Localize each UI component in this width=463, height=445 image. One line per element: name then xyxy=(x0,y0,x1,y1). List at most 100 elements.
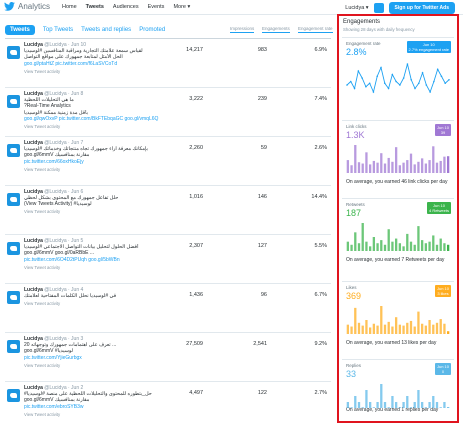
nav-tweets[interactable]: Tweets xyxy=(85,4,104,10)
chart-bar xyxy=(368,402,372,408)
chart-bar xyxy=(357,162,361,173)
account-menu[interactable]: Lucidya ▾ xyxy=(345,5,369,11)
view-tweet-activity-link[interactable]: View Tweet activity xyxy=(24,411,61,417)
chart-bar xyxy=(432,146,435,173)
chart-bar xyxy=(406,233,409,251)
tweet-text-line: الحل الأمثل لمتابعة جمهورك على مواقع الت… xyxy=(24,54,123,61)
data-point xyxy=(429,91,431,93)
tweet-author[interactable]: Lucidya xyxy=(24,238,43,244)
brand-label: Analytics xyxy=(18,2,51,11)
card-label: Engagement rate xyxy=(346,41,381,46)
tweet-author[interactable]: Lucidya xyxy=(24,287,43,293)
tweet-row[interactable]: Lucidya @Lucidya · Jun 3 تعرف على اهتماما… xyxy=(5,332,331,381)
tweet-author[interactable]: Lucidya xyxy=(24,336,43,342)
panel-subtitle: Showing 28 days with daily frequency xyxy=(343,27,415,32)
chart-bar xyxy=(424,407,428,408)
tweet-row[interactable]: Lucidya @Lucidya · Jun 5 أفضل الحلول لتحل… xyxy=(5,234,331,283)
tweet-link[interactable]: goo.gl/ptaHtZ pic.twitter.com/f6LaSVCoTd xyxy=(24,60,118,67)
chart-bar xyxy=(446,156,450,173)
chart-bar xyxy=(417,311,420,334)
nav-home[interactable]: Home xyxy=(62,4,77,10)
chart-bar xyxy=(435,402,439,408)
chart-bar xyxy=(354,307,357,334)
tab-top-tweets[interactable]: Top Tweets xyxy=(42,27,74,33)
tab-promoted[interactable]: Promoted xyxy=(139,27,166,33)
col-engagement-rate[interactable]: Engagement rate xyxy=(298,26,333,33)
tweet-link[interactable]: pic.twitter.com/66oxHkoEjy xyxy=(24,158,84,165)
tweet-row[interactable]: Lucidya @Lucidya · Jun 6 حلل تفاعل جمهورك… xyxy=(5,185,331,234)
chart-bar xyxy=(387,157,390,173)
engagement-card[interactable]: Retweets 187 Jun 10 4 Retweets On average, y… xyxy=(342,198,454,281)
tweet-author[interactable]: Lucidya xyxy=(24,385,43,391)
tweet-row[interactable]: Lucidya @Lucidya · Jun 10 لقياس سمعة علام… xyxy=(5,38,331,87)
card-label: Replies xyxy=(346,363,362,368)
chart-bar xyxy=(439,160,442,173)
tweet-meta: @Lucidya · Jun 4 xyxy=(44,287,84,293)
tweet-meta: @Lucidya · Jun 2 xyxy=(44,385,84,391)
tweet-avatar[interactable] xyxy=(7,95,20,108)
tweet-row[interactable]: Lucidya @Lucidya · Jun 2 #حل_بتطوره للمحت… xyxy=(5,381,331,430)
tweet-link[interactable]: pic.twitter.com/ebroSYB3w xyxy=(24,403,84,410)
nav-events[interactable]: Events xyxy=(147,4,165,10)
tweet-link[interactable]: pic.twitter.com/YjieGurbgx xyxy=(24,354,82,361)
chart-bar xyxy=(424,325,428,334)
tweet-avatar[interactable] xyxy=(7,340,20,353)
chart-bar xyxy=(383,324,387,334)
tweet-author[interactable]: Lucidya xyxy=(24,140,43,146)
tweet-author[interactable]: Lucidya xyxy=(24,189,43,195)
tweet-avatar[interactable] xyxy=(7,389,20,402)
engagement-card[interactable]: Replies 33 Jun 10 0 On average, you earned 1… xyxy=(342,359,454,421)
tweet-link[interactable]: pic.twitter.com/6O4D2tPUqh goo.gl/5bWBn xyxy=(24,256,120,263)
chart-bar xyxy=(417,226,420,251)
tweet-author[interactable]: Lucidya xyxy=(24,42,43,48)
nav-more[interactable]: More ▾ xyxy=(173,4,191,10)
view-tweet-activity-link[interactable]: View Tweet activity xyxy=(24,209,61,215)
tweet-link[interactable]: goo.gl/qwOxvP pic.twitter.com/BkFTEbqaGC… xyxy=(24,116,159,123)
chart-bar xyxy=(394,402,398,408)
col-impressions[interactable]: Impressions xyxy=(230,26,255,33)
tab-tweets-and-replies[interactable]: Tweets and replies xyxy=(81,27,132,33)
engagement-card[interactable]: Likes 369 Jun 10 3 likes On average, you ear… xyxy=(342,281,454,359)
chart-bar xyxy=(398,407,402,408)
tweet-avatar[interactable] xyxy=(7,242,20,255)
card-value: 369 xyxy=(346,291,362,301)
tweet-avatar[interactable] xyxy=(7,291,20,304)
chart-bar xyxy=(406,322,409,334)
signup-ads-button[interactable]: Sign up for Twitter Ads xyxy=(388,2,455,14)
data-point xyxy=(414,87,416,90)
tab-tweets[interactable]: Tweets xyxy=(5,25,35,35)
col-engagements[interactable]: Engagements xyxy=(262,26,290,33)
tweet-avatar[interactable] xyxy=(7,144,20,157)
data-point xyxy=(368,82,371,85)
tweet-row[interactable]: Lucidya @Lucidya · Jun 7 بإمكانك معرفة آر… xyxy=(5,136,331,185)
card-tooltip-badge: Jun 10 3 likes xyxy=(434,285,451,297)
tweet-header: Lucidya @Lucidya · Jun 4 xyxy=(24,287,184,293)
chart-bar xyxy=(439,238,442,251)
tweet-engagement-rate: 7.4% xyxy=(314,96,327,102)
engagement-card[interactable]: Engagement rate 2.8% Jun 10 2.7% engagement… xyxy=(342,37,454,120)
chart-bar xyxy=(380,384,383,408)
engagement-card[interactable]: Link clicks 1.3K Jun 10 39 On average, you e… xyxy=(342,120,454,198)
view-tweet-activity-link[interactable]: View Tweet activity xyxy=(24,166,61,172)
tweet-row[interactable]: Lucidya @Lucidya · Jun 8 ما هي التحليلات … xyxy=(5,87,331,136)
tweet-avatar[interactable] xyxy=(7,193,20,206)
tweet-engagements: 59 xyxy=(260,145,267,151)
chart-bar xyxy=(402,162,405,173)
nav-audiences[interactable]: Audiences xyxy=(112,4,139,10)
tweet-author[interactable]: Lucidya xyxy=(24,91,43,97)
data-point xyxy=(372,91,375,93)
tweet-avatar[interactable] xyxy=(7,46,20,59)
tweet-engagement-rate: 6.9% xyxy=(314,47,327,53)
account-avatar[interactable] xyxy=(373,3,384,13)
view-tweet-activity-link[interactable]: View Tweet activity xyxy=(24,362,61,368)
view-tweet-activity-link[interactable]: View Tweet activity xyxy=(24,68,61,74)
chart-bar xyxy=(365,241,368,251)
card-value: 1.3K xyxy=(346,130,365,140)
data-point xyxy=(353,87,356,90)
chart-bar xyxy=(365,152,368,173)
view-tweet-activity-link[interactable]: View Tweet activity xyxy=(24,300,61,306)
view-tweet-activity-link[interactable]: View Tweet activity xyxy=(24,124,61,130)
view-tweet-activity-link[interactable]: View Tweet activity xyxy=(24,264,61,270)
brand[interactable]: Analytics xyxy=(4,2,50,11)
tweet-row[interactable]: Lucidya @Lucidya · Jun 4 في #لوسيديا نحلل… xyxy=(5,283,331,332)
